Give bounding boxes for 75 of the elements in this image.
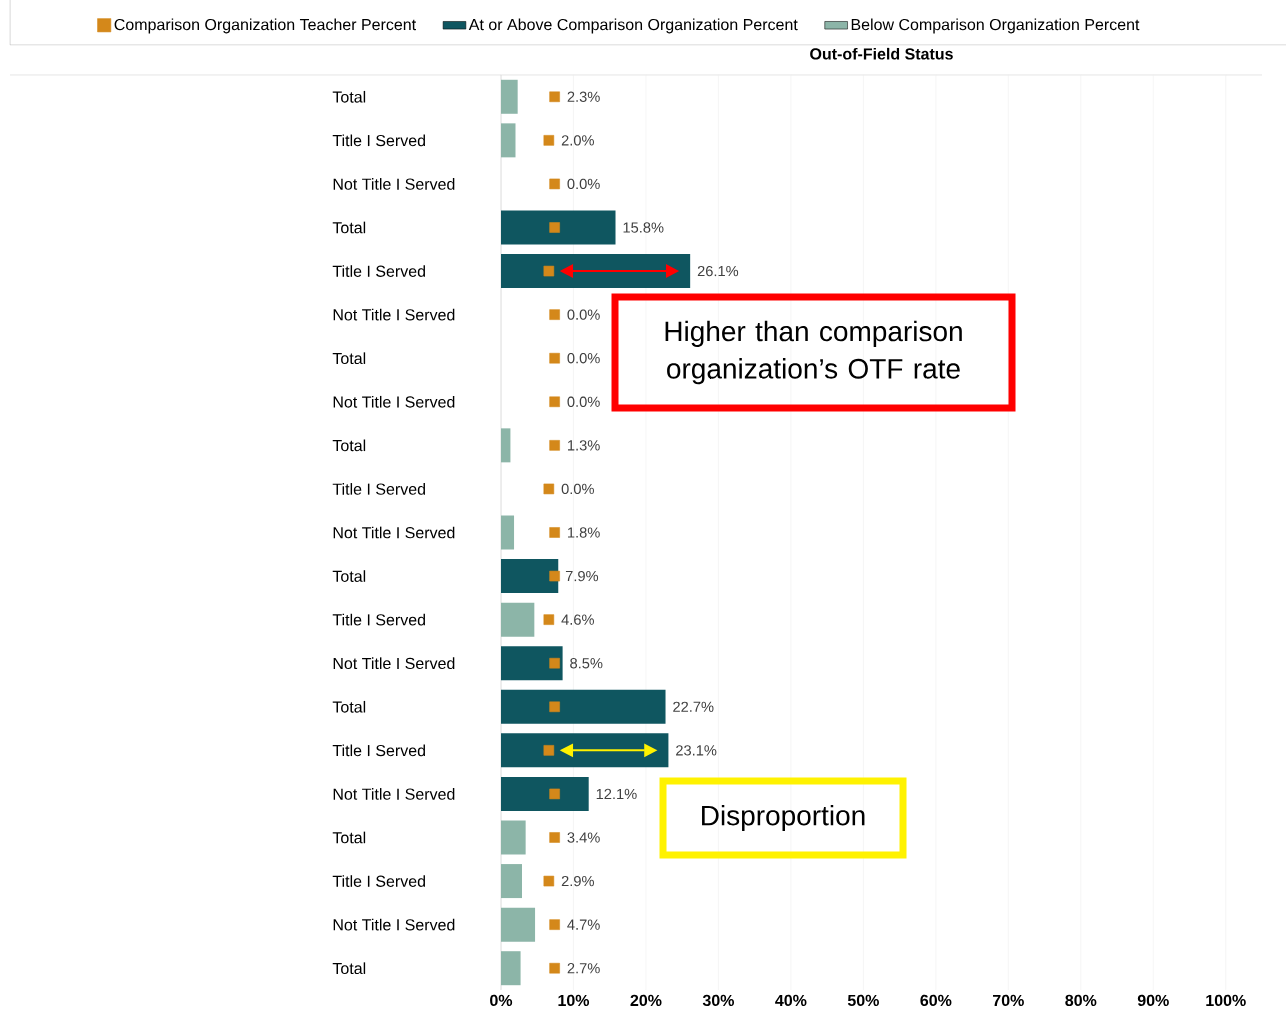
legend-label: Comparison Organization Teacher Percent: [114, 18, 416, 34]
data-label: 3.4%: [567, 832, 600, 843]
bar: [501, 733, 669, 768]
bar: [501, 254, 691, 289]
bar: [501, 559, 559, 594]
x-tick-label: 30%: [702, 994, 735, 1007]
bar: [501, 776, 589, 811]
y-tick-label: Not Title I Served: [333, 395, 455, 408]
bar: [501, 210, 616, 245]
bar: [501, 689, 666, 724]
data-label: 26.1%: [697, 265, 739, 277]
data-label: 2.0%: [561, 135, 594, 146]
x-tick-label: 90%: [1137, 994, 1169, 1007]
data-label: 8.5%: [570, 658, 603, 669]
legend-label: Below Comparison Organization Percent: [851, 18, 1140, 34]
data-label: 0.0%: [567, 396, 600, 407]
y-tick-label: Total: [332, 570, 366, 582]
y-tick-label: Total: [332, 962, 366, 975]
y-tick-label: Not Title I Served: [333, 918, 455, 931]
x-tick-label: 10%: [558, 994, 590, 1007]
bar: [501, 646, 563, 681]
y-tick-label: Not Title I Served: [333, 178, 455, 190]
data-label: 1.3%: [568, 440, 600, 451]
y-tick-label: Not Title I Served: [333, 657, 455, 670]
data-label: 2.7%: [567, 963, 600, 974]
y-tick-label: Total: [332, 831, 366, 844]
y-tick-label: Total: [332, 90, 366, 103]
bar: [501, 123, 516, 158]
data-label: 4.7%: [567, 919, 600, 930]
data-label: 0.0%: [567, 309, 600, 320]
x-tick-label: 0%: [490, 994, 513, 1007]
x-tick-label: 80%: [1065, 994, 1097, 1007]
data-label: 2.3%: [567, 91, 600, 102]
data-label: 1.8%: [568, 527, 600, 538]
data-label: 22.7%: [673, 701, 714, 712]
x-tick-label: 100%: [1206, 994, 1246, 1007]
bar: [501, 428, 511, 463]
y-tick-label: Total: [332, 221, 366, 234]
y-tick-label: Not Title I Served: [333, 788, 455, 800]
data-label: 0.0%: [567, 178, 600, 190]
data-label: 15.8%: [623, 222, 664, 233]
y-tick-label: Total: [332, 700, 366, 713]
bar: [501, 864, 523, 899]
data-label: 0.0%: [567, 353, 600, 364]
chart-title: Out-of-Field Status: [810, 47, 953, 60]
y-tick-label: Total: [332, 439, 366, 452]
x-tick-label: 50%: [847, 994, 879, 1007]
y-tick-label: Title I Served: [332, 744, 425, 757]
y-tick-label: Not Title I Served: [333, 308, 455, 321]
y-tick-label: Title I Served: [332, 134, 425, 147]
bar: [501, 79, 518, 114]
data-label: 12.1%: [596, 788, 637, 800]
data-label: 2.9%: [561, 875, 594, 887]
annotation: Higher than comparison organization’s OTF rate: [665, 320, 962, 385]
y-tick-label: Title I Served: [332, 875, 425, 887]
y-tick-label: Not Title I Served: [333, 526, 455, 539]
bar: [501, 820, 526, 855]
data-label: 4.6%: [561, 614, 594, 625]
y-tick-label: Title I Served: [332, 483, 425, 495]
x-tick-label: 60%: [920, 994, 952, 1007]
data-label: 0.0%: [561, 483, 594, 495]
y-tick-label: Total: [332, 352, 366, 365]
legend-label: At or Above Comparison Organization Percent: [468, 18, 798, 34]
x-tick-label: 20%: [630, 994, 662, 1007]
bar: [501, 951, 521, 986]
bar: [501, 515, 515, 550]
x-tick-label: 70%: [993, 994, 1024, 1007]
bar: [501, 907, 536, 942]
bar: [501, 602, 535, 637]
y-tick-label: Title I Served: [332, 613, 425, 626]
y-tick-label: Title I Served: [332, 265, 425, 277]
data-label: 23.1%: [676, 745, 717, 756]
x-tick-label: 40%: [775, 994, 807, 1007]
annotation: Disproportion: [702, 804, 865, 832]
data-label: 7.9%: [565, 570, 599, 582]
